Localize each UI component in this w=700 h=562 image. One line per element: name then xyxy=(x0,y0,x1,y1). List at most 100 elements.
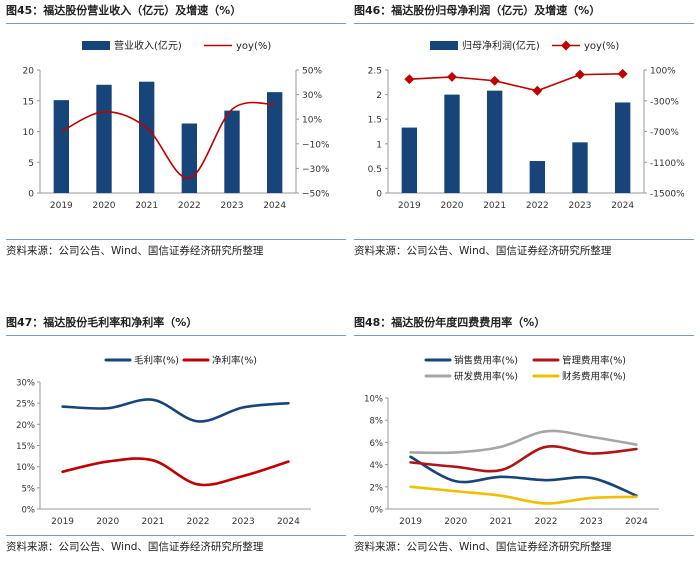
fig45-left-tick-label: 10 xyxy=(23,128,35,138)
fig47-x-tick-label: 2021 xyxy=(141,517,164,527)
fig46-yoy-marker xyxy=(617,68,628,79)
fig48-x-tick-label: 2019 xyxy=(399,517,422,527)
fig46-x-tick-label: 2023 xyxy=(569,201,592,211)
fig48-y-tick-label: 4% xyxy=(370,461,384,471)
fig46-left-tick-label: 0.5 xyxy=(368,165,382,175)
fig45-bar xyxy=(181,123,198,193)
fig47-y-tick-label: 25% xyxy=(16,400,35,410)
fig48-legend-label: 研发费用率(%) xyxy=(454,371,518,383)
fig45-legend-bar-swatch xyxy=(82,41,110,50)
fig47-y-tick-label: 5% xyxy=(22,484,36,494)
fig47-x-tick-label: 2022 xyxy=(187,517,210,527)
fig47-x-tick-label: 2023 xyxy=(232,517,255,527)
figure-46-source: 资料来源：公司公告、Wind、国信证券经济研究所整理 xyxy=(354,245,612,257)
figure-47-title: 图47：福达股份毛利率和净利率（%） xyxy=(6,316,198,329)
fig45-x-tick-label: 2021 xyxy=(135,201,158,211)
fig45-bar xyxy=(224,110,240,193)
fig46-yoy-line xyxy=(409,73,623,92)
fig46-yoy-marker xyxy=(489,75,500,86)
figure-48-title-rule xyxy=(354,335,694,336)
fig45-right-tick-label: 10% xyxy=(302,116,322,126)
fig46-bar xyxy=(529,161,546,193)
figure-46-source-rule xyxy=(354,239,694,240)
fig46-left-tick-label: 0 xyxy=(376,190,382,200)
fig48-x-tick-label: 2020 xyxy=(444,517,467,527)
fig47-y-tick-label: 20% xyxy=(16,421,35,431)
fig45-bar xyxy=(266,92,283,193)
fig48-y-tick-label: 2% xyxy=(370,483,384,493)
fig47-x-tick-label: 2024 xyxy=(277,517,300,527)
fig47-legend-label: 净利率(%) xyxy=(212,355,257,367)
fig46-left-tick-label: 2 xyxy=(376,91,382,101)
fig45-right-tick-label: 30% xyxy=(302,91,322,101)
fig48-x-tick-label: 2022 xyxy=(535,517,558,527)
fig48-y-tick-label: 8% xyxy=(370,417,384,427)
fig45-left-tick-label: 0 xyxy=(28,190,34,200)
fig47-y-tick-label: 15% xyxy=(16,442,35,452)
figure-48-source: 资料来源：公司公告、Wind、国信证券经济研究所整理 xyxy=(354,541,612,553)
figure-48-source-rule xyxy=(354,535,694,536)
fig45-x-tick-label: 2020 xyxy=(93,201,116,211)
fig45-bar xyxy=(96,84,112,193)
fig47-x-tick-label: 2020 xyxy=(96,517,119,527)
fig46-x-tick-label: 2024 xyxy=(611,201,634,211)
fig48-legend-label: 销售费用率(%) xyxy=(454,355,518,367)
figure-48-title: 图48：福达股份年度四费费用率（%） xyxy=(354,316,546,329)
fig45-x-tick-label: 2022 xyxy=(178,201,201,211)
figure-45-source-rule xyxy=(6,239,346,240)
fig47-series-line xyxy=(61,398,290,423)
figure-47-chart: 毛利率(%) 净利率(%) 0% 5% 10% 15% 20% 25% 30% 2019 2020 2… xyxy=(16,355,311,527)
fig46-x-tick-label: 2019 xyxy=(398,201,421,211)
fig47-x-tick-label: 2019 xyxy=(51,517,74,527)
figure-47-source-rule xyxy=(6,535,346,536)
figure-46-title: 图46：福达股份归母净利润（亿元）及增速（%） xyxy=(354,4,601,17)
fig46-yoy-marker xyxy=(532,85,543,96)
fig46-x-tick-label: 2022 xyxy=(526,201,549,211)
fig46-legend-bar-swatch xyxy=(430,41,458,50)
fig45-right-tick-label: −50% xyxy=(302,190,330,200)
fig46-x-tick-label: 2021 xyxy=(483,201,506,211)
figure-46-chart: 归母净利润(亿元) yoy(%) 0 0.5 1 1.5 2 2.5 100% -300% -700… xyxy=(368,39,685,211)
figure-46-title-rule xyxy=(354,23,694,24)
fig46-right-tick-label: 100% xyxy=(650,67,676,77)
fig46-bar xyxy=(401,127,418,193)
fig47-y-tick-label: 0% xyxy=(22,506,36,516)
fig45-right-tick-label: −30% xyxy=(302,165,330,175)
figure-46-plot: 归母净利润(亿元) yoy(%) 0 0.5 1 1.5 2 2.5 100% -300% -700… xyxy=(354,26,694,232)
fig45-right-tick-label: −10% xyxy=(302,140,330,150)
fig46-yoy-marker xyxy=(575,69,585,80)
fig46-left-tick-label: 2.5 xyxy=(368,67,382,77)
fig46-left-tick-label: 1 xyxy=(376,140,382,150)
fig46-right-tick-label: -1100% xyxy=(650,159,685,169)
fig46-legend-bar-label: 归母净利润(亿元) xyxy=(462,39,540,52)
fig45-left-tick-label: 15 xyxy=(23,97,34,107)
fig46-right-tick-label: -1500% xyxy=(650,190,685,200)
fig46-yoy-marker xyxy=(447,71,457,82)
figure-47-panel: 图47：福达股份毛利率和净利率（%） 毛利率(%) 净利率(%) 0% 5% 10% 15… xyxy=(6,312,346,562)
fig48-y-tick-label: 6% xyxy=(370,439,384,449)
fig45-bar xyxy=(53,100,70,193)
figure-45-chart: 营业收入(亿元) yoy(%) 0 5 10 15 20 50% 30% 10% −10% −30% −… xyxy=(23,39,330,211)
fig45-bar xyxy=(138,81,155,193)
fig45-x-tick-label: 2024 xyxy=(263,201,286,211)
fig45-legend-line-label: yoy(%) xyxy=(236,41,271,52)
figure-47-plot: 毛利率(%) 净利率(%) 0% 5% 10% 15% 20% 25% 30% 2019 2020 2… xyxy=(6,338,346,538)
fig45-left-tick-label: 20 xyxy=(23,67,35,77)
figure-45-panel: 图45：福达股份营业收入（亿元）及增速（%） 营业收入(亿元) yoy(%) 0 5 1… xyxy=(6,0,346,281)
fig46-left-tick-label: 1.5 xyxy=(368,116,382,126)
figure-48-plot: 销售费用率(%) 管理费用率(%) 研发费用率(%) 财务费用率(%) 0% 2% 4% 6%… xyxy=(354,338,694,538)
fig47-legend-label: 毛利率(%) xyxy=(134,355,179,367)
fig48-series-line xyxy=(409,455,638,497)
fig48-series-line xyxy=(409,485,638,505)
fig48-y-tick-label: 10% xyxy=(364,395,383,405)
fig46-bar xyxy=(572,142,588,193)
fig46-x-tick-label: 2020 xyxy=(441,201,464,211)
fig45-legend-bar-label: 营业收入(亿元) xyxy=(114,39,182,52)
fig46-legend-line-marker xyxy=(561,40,571,51)
figure-47-title-rule xyxy=(6,335,346,336)
fig45-yoy-line xyxy=(60,101,275,180)
fig46-yoy-marker xyxy=(404,74,415,85)
figure-45-source: 资料来源：公司公告、Wind、国信证券经济研究所整理 xyxy=(6,245,264,257)
figure-48-panel: 图48：福达股份年度四费费用率（%） 销售费用率(%) 管理费用率(%) 研发费用率… xyxy=(354,312,694,562)
fig46-bar xyxy=(486,90,503,193)
